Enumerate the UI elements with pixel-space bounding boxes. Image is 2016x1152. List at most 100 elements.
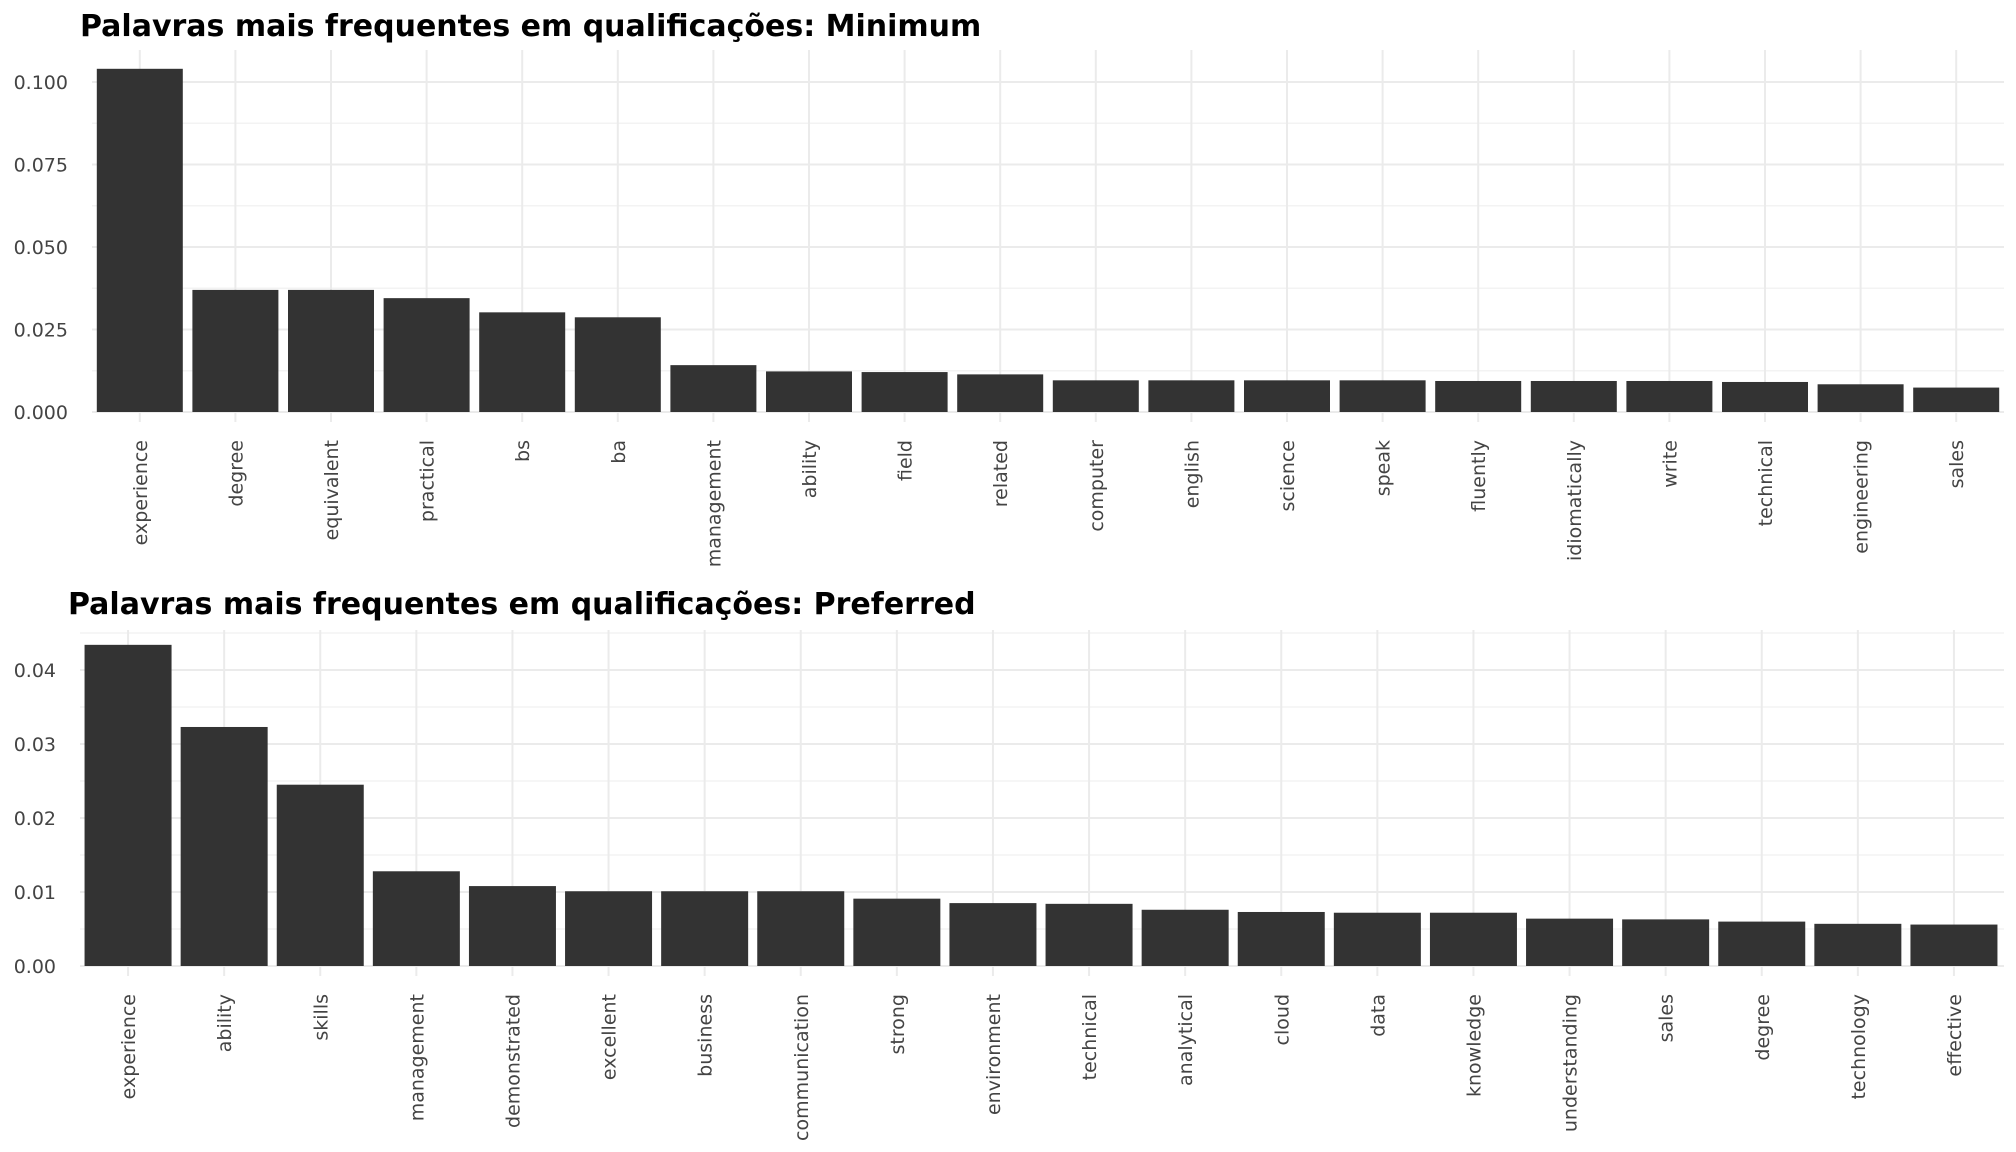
- x-tick-label: technology: [1848, 994, 1870, 1100]
- chart-panel-preferred: Palavras mais frequentes em qualificaçõe…: [0, 575, 2016, 1152]
- bar-speak: [1339, 380, 1426, 412]
- x-tick-label: experience: [118, 994, 140, 1099]
- bar-management: [372, 871, 460, 966]
- y-tick-label: 0.100: [14, 72, 68, 94]
- y-tick-label: 0.01: [14, 882, 56, 904]
- bar-understanding: [1526, 918, 1614, 966]
- bar-strong: [853, 898, 941, 966]
- x-tick-label: data: [1367, 994, 1389, 1037]
- x-tick-label: ability: [214, 994, 236, 1052]
- x-tick-label: ability: [799, 440, 821, 498]
- chart-title: Palavras mais frequentes em qualificaçõe…: [68, 587, 976, 622]
- bar-idiomatically: [1530, 380, 1617, 412]
- y-tick-label: 0.03: [14, 734, 56, 756]
- x-tick-label: write: [1659, 440, 1681, 488]
- x-tick-label: management: [703, 440, 725, 567]
- x-tick-label: business: [695, 994, 717, 1077]
- x-tick-label: analytical: [1175, 994, 1197, 1086]
- x-tick-label: management: [406, 994, 428, 1121]
- grid: [80, 630, 2004, 976]
- bar-effective: [1910, 924, 1998, 966]
- bar-technology: [1814, 923, 1902, 966]
- x-tick-label: cloud: [1271, 994, 1293, 1045]
- chart-title: Palavras mais frequentes em qualificaçõe…: [80, 9, 981, 44]
- x-tick-label: related: [990, 440, 1012, 507]
- bar-excellent: [565, 891, 653, 966]
- bar-write: [1626, 380, 1713, 412]
- x-tick-label: effective: [1944, 994, 1966, 1077]
- x-tick-label: degree: [1752, 994, 1774, 1061]
- x-tick-label: knowledge: [1463, 994, 1485, 1097]
- bar-management: [670, 365, 757, 412]
- bar-related: [957, 374, 1044, 412]
- x-tick-label: technical: [1755, 440, 1777, 526]
- bar-ability: [180, 726, 268, 966]
- bars: [96, 68, 2000, 413]
- x-tick-label: practical: [417, 440, 439, 522]
- x-tick-label: excellent: [599, 994, 621, 1080]
- bar-ba: [574, 317, 661, 412]
- bar-technical: [1045, 903, 1133, 966]
- y-tick-label: 0.00: [14, 956, 56, 978]
- x-tick-label: engineering: [1851, 440, 1873, 554]
- bar-computer: [1052, 380, 1139, 412]
- y-tick-label: 0.075: [14, 155, 68, 177]
- x-tick-label: equivalent: [321, 440, 343, 540]
- x-tick-label: experience: [130, 440, 152, 545]
- y-tick-label: 0.04: [14, 660, 56, 682]
- bar-english: [1148, 380, 1235, 412]
- x-tick-label: sales: [1946, 440, 1968, 488]
- x-tick-label: idiomatically: [1564, 440, 1586, 561]
- x-tick-label: sales: [1656, 994, 1678, 1042]
- y-tick-label: 0.02: [14, 808, 56, 830]
- bar-field: [861, 372, 948, 412]
- bars: [84, 644, 1998, 966]
- x-tick-label: environment: [983, 994, 1005, 1115]
- x-tick-label: science: [1277, 440, 1299, 512]
- bar-cloud: [1237, 911, 1325, 966]
- bar-experience: [96, 68, 183, 413]
- bar-equivalent: [288, 289, 374, 412]
- chart-svg: Palavras mais frequentes em qualificaçõe…: [14, 587, 2004, 1141]
- bar-fluently: [1435, 380, 1522, 412]
- y-tick-label: 0.050: [14, 237, 68, 259]
- bar-sales: [1622, 919, 1710, 966]
- x-tick-label: degree: [225, 440, 247, 507]
- x-tick-label: speak: [1373, 440, 1395, 496]
- bar-data: [1333, 912, 1421, 966]
- x-tick-label: strong: [887, 994, 909, 1054]
- bar-degree: [1718, 921, 1806, 966]
- bar-business: [661, 891, 749, 966]
- bar-practical: [383, 298, 470, 412]
- bar-communication: [757, 891, 845, 966]
- chart-panel-minimum: Palavras mais frequentes em qualificaçõe…: [0, 0, 2016, 575]
- bar-demonstrated: [468, 886, 556, 966]
- bar-bs: [479, 312, 566, 412]
- bar-ability: [766, 371, 852, 412]
- x-tick-label: ba: [608, 440, 630, 464]
- y-tick-label: 0.025: [14, 320, 68, 342]
- x-tick-label: field: [895, 440, 917, 481]
- bar-degree: [192, 289, 279, 412]
- x-tick-label: computer: [1086, 440, 1108, 532]
- x-tick-label: skills: [310, 994, 332, 1041]
- x-tick-label: english: [1181, 440, 1203, 508]
- x-tick-label: communication: [791, 994, 813, 1141]
- bar-environment: [949, 903, 1037, 966]
- x-tick-label: understanding: [1560, 994, 1582, 1132]
- bar-experience: [84, 644, 172, 966]
- chart-svg: Palavras mais frequentes em qualificaçõe…: [14, 9, 2004, 567]
- bar-skills: [276, 784, 364, 966]
- bar-sales: [1913, 387, 2000, 412]
- x-tick-label: demonstrated: [502, 994, 524, 1128]
- x-tick-label: fluently: [1468, 440, 1490, 512]
- x-tick-label: technical: [1079, 994, 1101, 1080]
- bar-science: [1244, 380, 1330, 412]
- bar-analytical: [1141, 909, 1229, 966]
- y-tick-label: 0.000: [14, 402, 68, 424]
- bar-technical: [1722, 381, 1808, 412]
- x-tick-label: bs: [512, 440, 534, 462]
- grid: [92, 50, 2004, 422]
- bar-knowledge: [1429, 912, 1517, 966]
